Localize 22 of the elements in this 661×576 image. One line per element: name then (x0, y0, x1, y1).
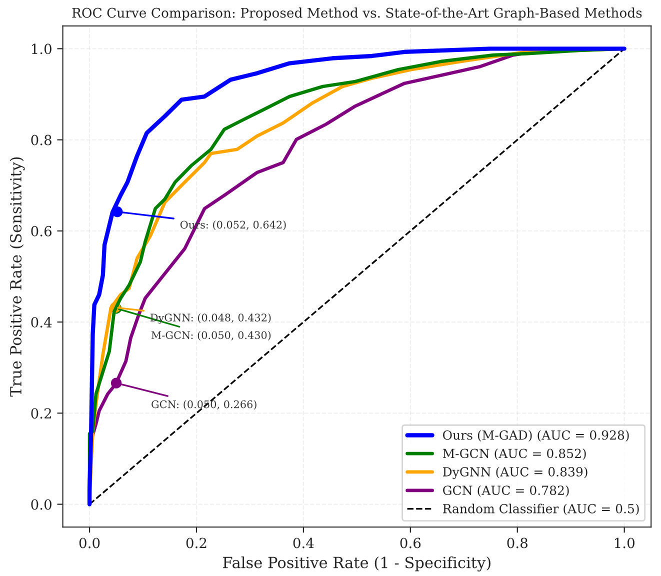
y-tick-label: 0.2 (31, 408, 52, 419)
legend-label: Ours (M-GAD) (AUC = 0.928) (442, 430, 629, 442)
x-tick-label: 0.6 (400, 538, 421, 548)
y-tick-label: 0.6 (31, 226, 52, 236)
y-tick-label: 0.8 (31, 134, 52, 146)
y-axis-title: True Positive Rate (Sensitivity) (10, 157, 25, 397)
y-tick-label: 0.4 (31, 317, 52, 328)
legend-label: M-GCN (AUC = 0.852) (442, 448, 586, 460)
legend-label: Random Classifier (AUC = 0.5) (442, 504, 639, 516)
legend-label: DyGNN (AUC = 0.839) (442, 466, 588, 480)
annotation: M-GCN: (0.050, 0.430) (152, 331, 271, 341)
x-axis-title: False Positive Rate (1 - Specificity) (223, 556, 490, 572)
x-tick-label: 1.0 (614, 538, 634, 548)
annotation: DyGNN: (0.048, 0.432) (150, 313, 271, 324)
y-tick-label: 0.0 (31, 499, 52, 510)
chart-title: ROC Curve Comparison: Proposed Method vs. State-of-the-Art Graph-Based Methods (72, 8, 642, 20)
x-tick-label: 0.4 (293, 538, 314, 548)
legend-label: GCN (AUC = 0.782) (442, 485, 569, 497)
y-tick-label: 1.0 (32, 44, 52, 54)
x-tick-label: 0.0 (79, 538, 100, 548)
x-tick-label: 0.8 (507, 538, 528, 548)
x-tick-label: 0.2 (186, 538, 206, 548)
